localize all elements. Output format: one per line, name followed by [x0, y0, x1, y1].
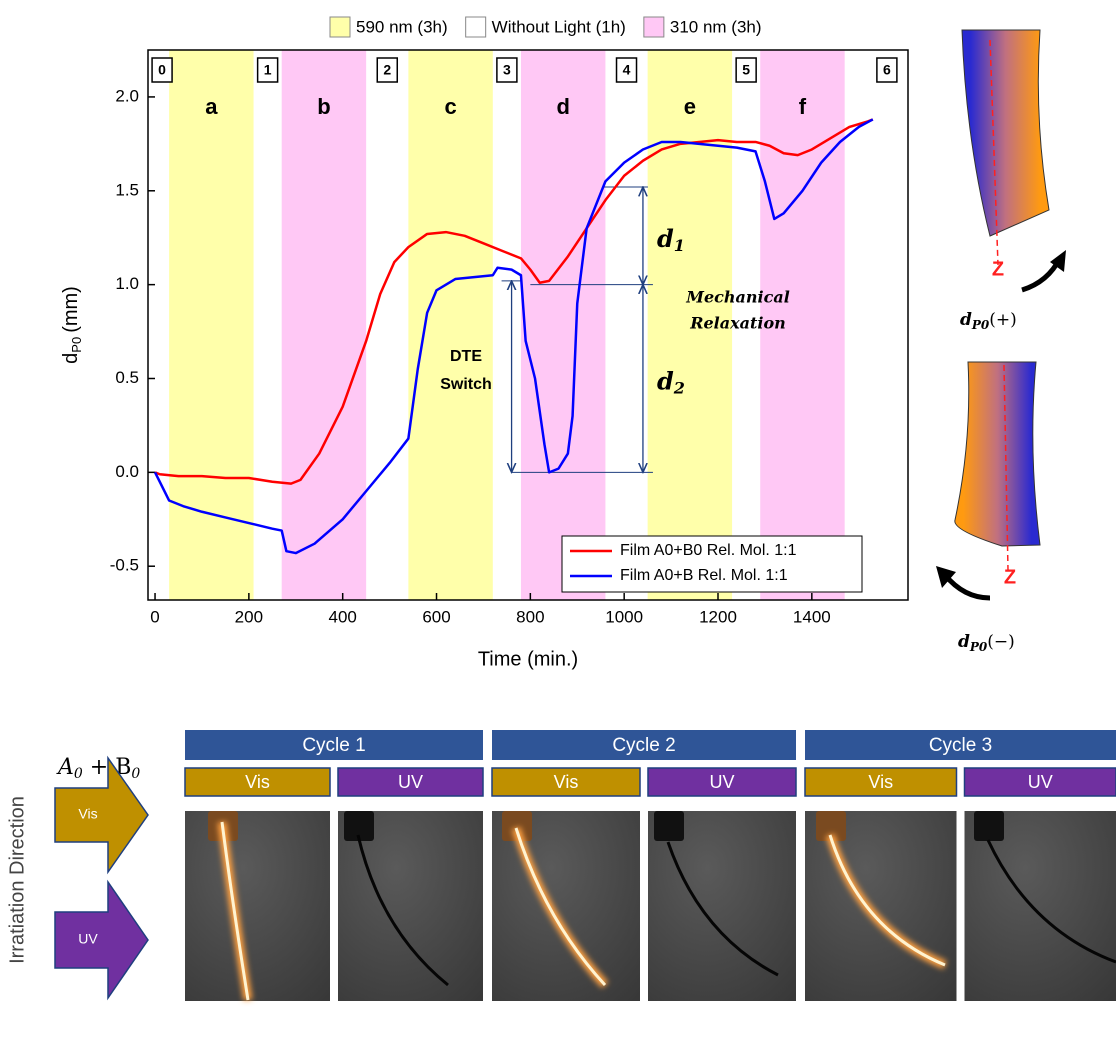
dim-sub: 1 [674, 235, 685, 254]
label-main: d [958, 632, 970, 652]
dim-main: d [657, 223, 674, 252]
legend-label: 310 nm (3h) [670, 17, 762, 36]
arrow-label: UV [78, 931, 98, 947]
arrow-label: Vis [78, 806, 97, 822]
cycle-label: Cycle 1 [302, 735, 365, 756]
cycles: Cycle 1 Vis UV Cycle 2 Vis UV Cycle 3 Vis UV [185, 730, 1116, 1001]
phase-label: 5 [742, 62, 750, 78]
legend-swatch [644, 17, 664, 37]
dim-main: d [657, 366, 674, 395]
x-tick-label: 600 [422, 607, 450, 626]
x-tick-label: 0 [150, 607, 159, 626]
step-label: Vis [245, 772, 270, 792]
dim-sub: 2 [673, 378, 685, 397]
legend-swatch [466, 17, 486, 37]
band [282, 50, 366, 600]
step-label: UV [709, 772, 734, 792]
uv-arrow [55, 882, 148, 998]
label-sub: P0 [969, 640, 988, 654]
relaxation-label: Relaxation [689, 314, 786, 333]
axis-label: Z [1004, 566, 1016, 588]
sample-label: A0 + B0 [56, 755, 140, 782]
x-tick-label: 200 [235, 607, 263, 626]
photo-panel: A0 + B0 Irratiation Direction Vis UV Cyc… [6, 730, 1116, 1001]
phase-label: 6 [883, 62, 891, 78]
y-title-sub: P0 [69, 337, 84, 353]
legend-label: Film A0+B Rel. Mol. 1:1 [620, 567, 788, 584]
y-axis-title: dP0 (mm) [60, 286, 84, 364]
y-title-main: d [60, 353, 82, 364]
x-tick-label: 800 [516, 607, 544, 626]
legend-label: 590 nm (3h) [356, 17, 448, 36]
sample-sub: 0 [74, 766, 83, 782]
bend-diagram-plus: Z dP0(+) Z dP0(−) [936, 30, 1066, 654]
bend-arrow [945, 575, 990, 598]
band-label: c [444, 94, 456, 119]
phase-label: 3 [503, 62, 511, 78]
sample-part: A [56, 755, 74, 780]
x-axis-title: Time (min.) [478, 648, 578, 670]
phase-label: 4 [623, 62, 631, 78]
step-label: UV [398, 772, 423, 792]
label-sign: (−) [987, 632, 1015, 652]
y-tick-label: 2.0 [115, 86, 139, 105]
label-sub: P0 [971, 318, 990, 332]
band-label: b [317, 94, 330, 119]
legend-label: Without Light (1h) [492, 17, 626, 36]
label-main: d [960, 310, 972, 330]
band [521, 50, 605, 600]
band-label: a [205, 94, 218, 119]
legend-swatch [330, 17, 350, 37]
step-label: Vis [554, 772, 579, 792]
y-tick-label: 0.0 [115, 462, 139, 481]
x-tick-label: 1000 [605, 607, 643, 626]
phase-label: 0 [158, 62, 166, 78]
direction-label: Irratiation Direction [6, 796, 28, 964]
step-label: UV [1028, 772, 1053, 792]
y-tick-label: 1.5 [115, 180, 139, 199]
phase-label: 1 [264, 62, 272, 78]
cycle-label: Cycle 2 [612, 735, 675, 756]
holder [654, 811, 684, 841]
band [169, 50, 253, 600]
holder [974, 811, 1004, 841]
step-label: Vis [868, 772, 893, 792]
dte-label: DTE [450, 348, 482, 365]
y-tick-label: 1.0 [115, 274, 139, 293]
sample-part: + B [83, 755, 132, 780]
x-tick-label: 1200 [699, 607, 737, 626]
phase-label: 2 [383, 62, 391, 78]
photo [185, 811, 330, 1001]
y-tick-label: -0.5 [110, 556, 139, 575]
label-sign: (+) [989, 310, 1017, 330]
bend-label: dP0(+) [960, 310, 1017, 332]
band-label: f [799, 94, 807, 119]
legend-label: Film A0+B0 Rel. Mol. 1:1 [620, 542, 797, 559]
band [408, 50, 492, 600]
x-tick-label: 400 [329, 607, 357, 626]
dte-label: Switch [440, 376, 492, 393]
y-tick-label: 0.5 [115, 368, 139, 387]
relaxation-label: Mechanical [685, 288, 790, 307]
band-label: d [556, 94, 569, 119]
film [955, 362, 1040, 546]
bend-label: dP0(−) [958, 632, 1015, 654]
y-title-unit: (mm) [60, 286, 82, 333]
cycle-label: Cycle 3 [929, 735, 992, 756]
chart: 590 nm (3h) Without Light (1h) 310 nm (3h)… [60, 17, 908, 670]
film [962, 30, 1049, 236]
band-label: e [684, 94, 696, 119]
x-tick-label: 1400 [793, 607, 831, 626]
sample-sub: 0 [131, 766, 140, 782]
axis-label: Z [992, 258, 1004, 280]
